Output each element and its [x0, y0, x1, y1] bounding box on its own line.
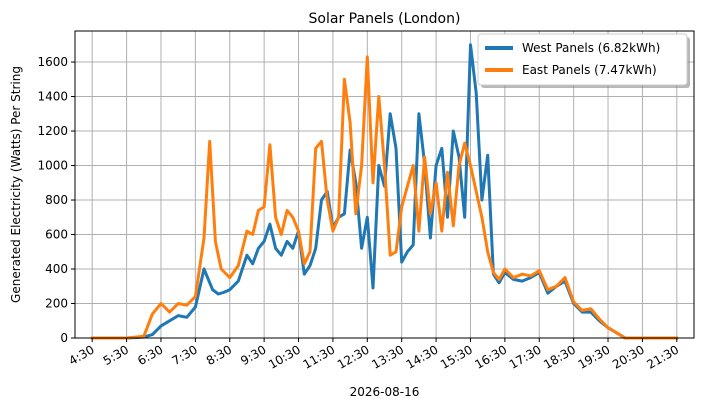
series-layer	[90, 43, 679, 340]
y-tick-label: 1400	[37, 90, 68, 104]
legend-box	[477, 33, 688, 86]
y-tick-label: 0	[60, 331, 68, 345]
legend-label: East Panels (7.47kWh)	[522, 63, 657, 77]
y-tick-label: 600	[45, 228, 68, 242]
y-tick-label: 800	[45, 193, 68, 207]
y-tick-label: 400	[45, 262, 68, 276]
chart-title: Solar Panels (London)	[309, 11, 461, 27]
plot-frame	[74, 30, 695, 339]
y-tick-label: 1200	[37, 124, 68, 138]
y-axis-title: Generated Electricity (Watts) Per String	[9, 66, 23, 303]
series-line-east-panels	[90, 55, 679, 340]
y-axis: 0 200 400 600 800 1000 1200 1400 1600	[37, 55, 75, 345]
legend-label: West Panels (6.82kWh)	[522, 41, 660, 55]
x-axis-title: 2026-08-16	[350, 385, 420, 399]
y-tick-label: 1600	[37, 55, 68, 69]
grid-lines	[75, 31, 694, 339]
legend: West Panels (6.82kWh) East Panels (7.47kW…	[477, 33, 690, 88]
y-tick-label: 200	[45, 297, 68, 311]
y-tick-label: 1000	[37, 159, 68, 173]
